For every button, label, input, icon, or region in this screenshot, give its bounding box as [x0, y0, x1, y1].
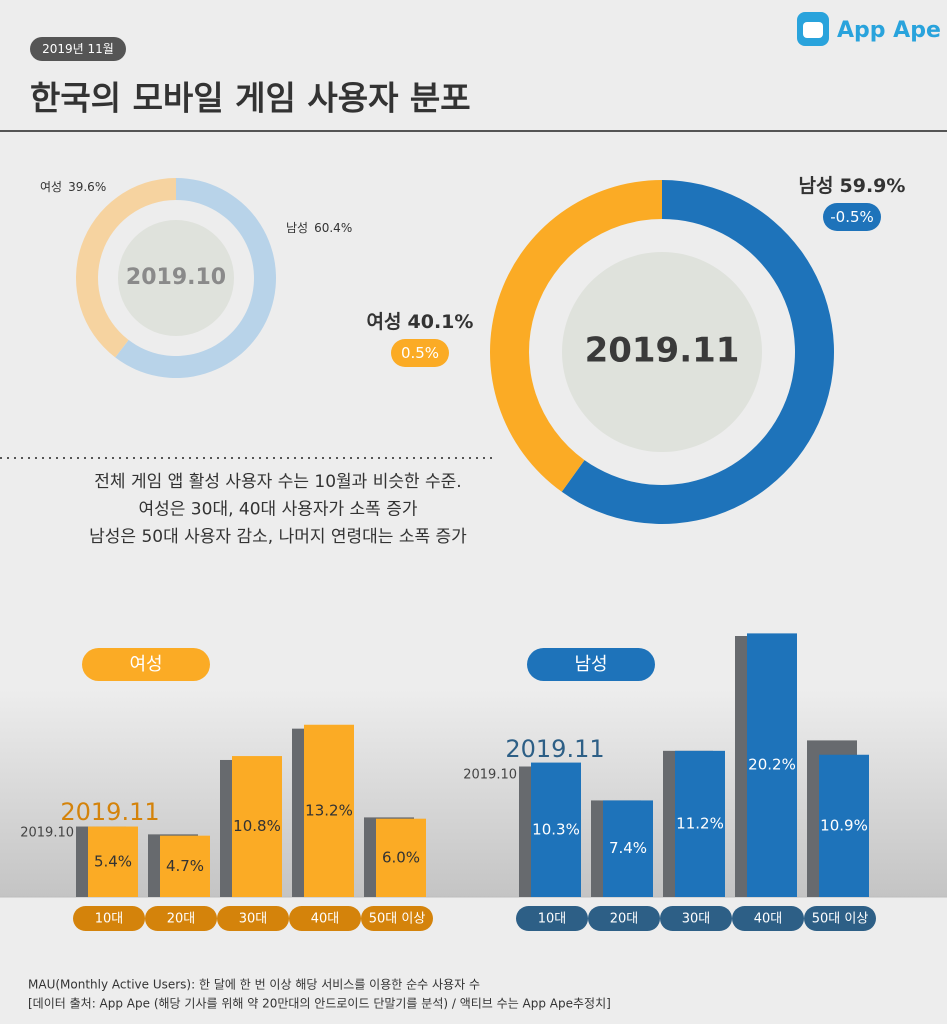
- donut-title: 2019.10: [126, 265, 226, 290]
- chart-title: 여성: [129, 654, 162, 675]
- description-line: 남성은 50대 사용자 감소, 나머지 연령대는 소폭 증가: [89, 527, 467, 547]
- value-label: 39.6%: [68, 180, 106, 194]
- category: 여성: [40, 180, 62, 194]
- x-tick-label: 10대: [538, 912, 567, 927]
- segment-label: 여성 40.1%: [367, 311, 474, 333]
- value-label: 11.2%: [676, 814, 724, 832]
- x-tick-label: 30대: [239, 912, 268, 927]
- change-label: -0.5%: [830, 208, 874, 226]
- floor-gradient: [0, 690, 947, 897]
- category: 여성: [367, 311, 402, 333]
- x-tick-label: 10대: [95, 912, 124, 927]
- category-pill: [73, 906, 145, 931]
- bar: [531, 762, 581, 897]
- legend-label: 2019.11: [505, 735, 604, 763]
- value-label: 10.8%: [233, 817, 281, 835]
- category-pill: [660, 906, 732, 931]
- donut-center: [118, 220, 234, 336]
- change-pill: [391, 339, 449, 367]
- segment-label: 여성 39.6%: [40, 180, 106, 194]
- value-label: 59.9%: [840, 175, 906, 197]
- category-pill: [732, 906, 804, 931]
- category: 남성: [799, 175, 834, 197]
- bar: [819, 754, 869, 897]
- x-tick-label: 20대: [167, 912, 196, 927]
- bar: [232, 756, 282, 897]
- description-line: 여성은 30대, 40대 사용자가 소폭 증가: [138, 500, 417, 520]
- chart-title: 남성: [574, 654, 607, 675]
- category-pill: [289, 906, 361, 931]
- legend-label: 2019.10: [463, 768, 517, 783]
- category-pill: [361, 906, 433, 931]
- bar: [675, 750, 725, 897]
- x-tick-label: 40대: [754, 912, 783, 927]
- value-label: 5.4%: [94, 852, 132, 870]
- category-pill: [217, 906, 289, 931]
- donut-title: 2019.11: [585, 331, 740, 371]
- category-pill: [588, 906, 660, 931]
- title-pill: [82, 648, 210, 681]
- legend-label: 2019.10: [20, 826, 74, 841]
- category: 남성: [286, 221, 308, 235]
- category-pill: [804, 906, 876, 931]
- x-tick-label: 20대: [610, 912, 639, 927]
- description-line: 전체 게임 앱 활성 사용자 수는 10월과 비슷한 수준.: [94, 472, 461, 492]
- segment-label: 남성 59.9%: [799, 175, 906, 197]
- value-label: 6.0%: [382, 848, 420, 866]
- donut-segment: [115, 178, 276, 379]
- donut-segment: [76, 178, 176, 358]
- change-pill: [823, 203, 881, 231]
- donut-segment: [561, 180, 835, 524]
- donut-center: [562, 252, 762, 452]
- legend-label: 2019.11: [60, 798, 159, 826]
- x-tick-label: 40대: [311, 912, 340, 927]
- x-tick-label: 30대: [682, 912, 711, 927]
- value-label: 10.9%: [820, 816, 868, 834]
- title-pill: [527, 648, 655, 681]
- footnote: MAU(Monthly Active Users): 한 달에 한 번 이상 해…: [28, 978, 480, 992]
- date-badge: [30, 37, 126, 61]
- footnote: [데이터 출처: App Ape (해당 기사를 위해 약 20만대의 안드로이…: [28, 996, 611, 1011]
- bar: [304, 724, 354, 897]
- change-label: 0.5%: [401, 344, 439, 362]
- category-pill: [516, 906, 588, 931]
- logo-text: App Ape: [837, 18, 941, 43]
- bar: [376, 818, 426, 897]
- value-label: 13.2%: [305, 801, 353, 819]
- date: 2019년 11월: [42, 42, 114, 56]
- value-label: 40.1%: [408, 311, 474, 333]
- logo-face: [803, 22, 823, 38]
- bar: [160, 835, 210, 897]
- bar: [88, 826, 138, 897]
- category-pill: [145, 906, 217, 931]
- value-label: 4.7%: [166, 857, 204, 875]
- page-title: 한국의 모바일 게임 사용자 분포: [30, 79, 471, 118]
- bar: [747, 633, 797, 897]
- value-label: 10.3%: [532, 820, 580, 838]
- segment-label: 남성 60.4%: [286, 221, 352, 235]
- bar: [603, 800, 653, 897]
- value-label: 20.2%: [748, 756, 796, 774]
- x-tick-label: 50대 이상: [369, 912, 426, 927]
- x-tick-label: 50대 이상: [812, 912, 869, 927]
- value-label: 7.4%: [609, 839, 647, 857]
- value-label: 60.4%: [314, 221, 352, 235]
- donut-segment: [490, 180, 662, 492]
